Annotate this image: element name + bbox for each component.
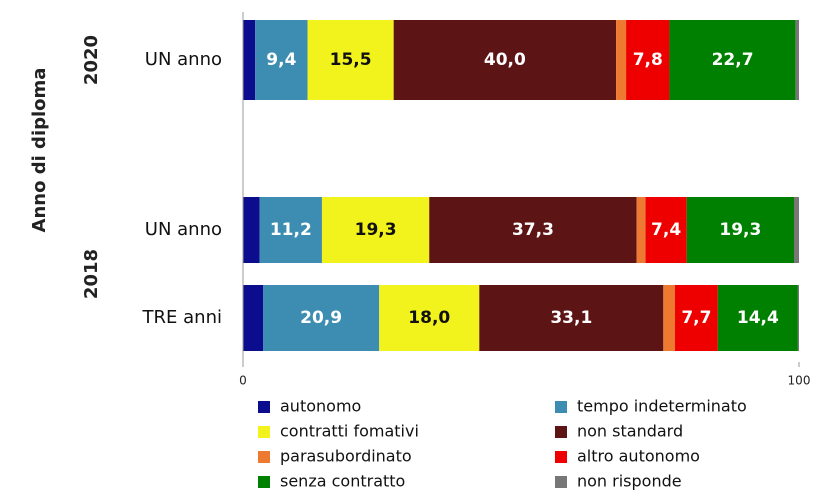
legend-label: non risponde — [577, 472, 682, 491]
bar-segment — [263, 285, 380, 351]
data-label: 20,9 — [300, 308, 342, 328]
data-label: 19,3 — [355, 220, 397, 240]
bar-segment — [717, 285, 798, 351]
data-label: 40,0 — [484, 50, 526, 70]
data-label: 14,4 — [737, 308, 779, 328]
legend-swatch — [258, 426, 270, 438]
bar-segment — [393, 20, 617, 100]
legend-swatch — [555, 451, 567, 463]
bar-segment — [793, 197, 799, 263]
group-label: 2018 — [81, 249, 102, 299]
bar-segment — [663, 285, 676, 351]
data-label: 19,3 — [719, 220, 761, 240]
x-tick-label: 0 — [239, 374, 247, 388]
x-tick-label: 100 — [788, 374, 811, 388]
bar-segment — [626, 20, 670, 100]
legend-label: senza contratto — [280, 472, 405, 491]
bar-segment — [645, 197, 687, 263]
bar-segment — [243, 197, 260, 263]
legend-label: contratti fomativi — [280, 422, 419, 441]
legend-label: autonomo — [280, 397, 361, 416]
bar-segment — [795, 20, 799, 100]
legend-swatch — [555, 476, 567, 488]
data-label: 11,2 — [270, 220, 312, 240]
bar-segment — [429, 197, 637, 263]
data-label: 7,7 — [681, 308, 711, 328]
legend-swatch — [258, 401, 270, 413]
data-label: 15,5 — [330, 50, 372, 70]
data-label: 37,3 — [512, 220, 554, 240]
legend-label: non standard — [577, 422, 683, 441]
data-label: 7,8 — [633, 50, 663, 70]
bar-segment — [797, 285, 799, 351]
data-label: 9,4 — [266, 50, 296, 70]
y-tick-label: UN anno — [145, 219, 222, 240]
y-axis-label: Anno di diploma — [29, 68, 50, 233]
legend-swatch — [555, 401, 567, 413]
legend-swatch — [258, 476, 270, 488]
bar-segment — [379, 285, 480, 351]
data-label: 22,7 — [712, 50, 754, 70]
y-tick-label: TRE anni — [142, 307, 222, 328]
bar-segment — [321, 197, 430, 263]
bar-segment — [686, 197, 794, 263]
bar-segment — [243, 20, 256, 100]
bar-segment — [259, 197, 322, 263]
bar-segment — [616, 20, 627, 100]
bar-segment — [307, 20, 394, 100]
bar-segment — [675, 285, 718, 351]
legend-label: tempo indeterminato — [577, 397, 747, 416]
bar-segment — [243, 285, 264, 351]
group-label: 2020 — [81, 35, 102, 85]
legend-label: parasubordinato — [280, 447, 412, 466]
bar-segment — [669, 20, 796, 100]
bar-segment — [255, 20, 308, 100]
y-tick-label: UN anno — [145, 49, 222, 70]
data-label: 18,0 — [408, 308, 450, 328]
legend-swatch — [555, 426, 567, 438]
legend-label: altro autonomo — [577, 447, 700, 466]
bar-segment — [636, 197, 646, 263]
bar-segment — [479, 285, 664, 351]
data-label: 7,4 — [651, 220, 681, 240]
data-label: 33,1 — [550, 308, 592, 328]
legend-swatch — [258, 451, 270, 463]
